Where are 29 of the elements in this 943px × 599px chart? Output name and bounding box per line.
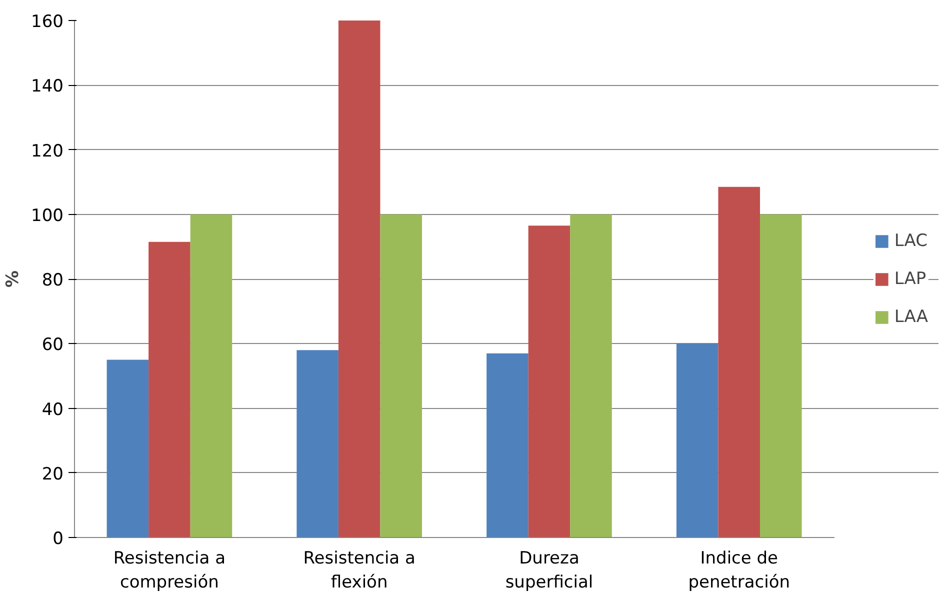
- x-tick-label: Resistencia a compresión: [113, 548, 226, 592]
- y-tick-label: 120: [31, 141, 64, 162]
- bar: [528, 226, 570, 538]
- y-tick-label: 140: [31, 76, 64, 97]
- legend-label: LAC: [894, 230, 928, 250]
- y-tick-label: 100: [31, 206, 64, 226]
- y-tick-label: 80: [42, 270, 64, 290]
- bar: [380, 214, 422, 538]
- x-tick-label: Resistencia a flexión: [303, 548, 416, 592]
- y-tick-label: 0: [52, 529, 64, 549]
- y-tick-label: 60: [42, 335, 64, 356]
- legend-label: LAP: [894, 268, 926, 288]
- y-tick-label: 160: [31, 12, 64, 32]
- y-tick-label: 20: [42, 464, 64, 484]
- bar: [760, 214, 802, 538]
- bar: [296, 350, 338, 538]
- bar: [338, 20, 380, 538]
- bar: [570, 214, 612, 538]
- bar: [106, 360, 149, 538]
- bar: [486, 353, 528, 538]
- bar: [190, 214, 232, 538]
- y-tick-label: 40: [42, 400, 64, 420]
- bar: [148, 242, 190, 538]
- legend-label: LAA: [894, 306, 928, 326]
- x-tick-label: Dureza superficial: [505, 548, 594, 592]
- y-axis-title: %: [3, 270, 24, 288]
- bar: [718, 186, 760, 538]
- bar: [676, 344, 718, 538]
- x-tick-label: Indice de penetración: [688, 548, 790, 592]
